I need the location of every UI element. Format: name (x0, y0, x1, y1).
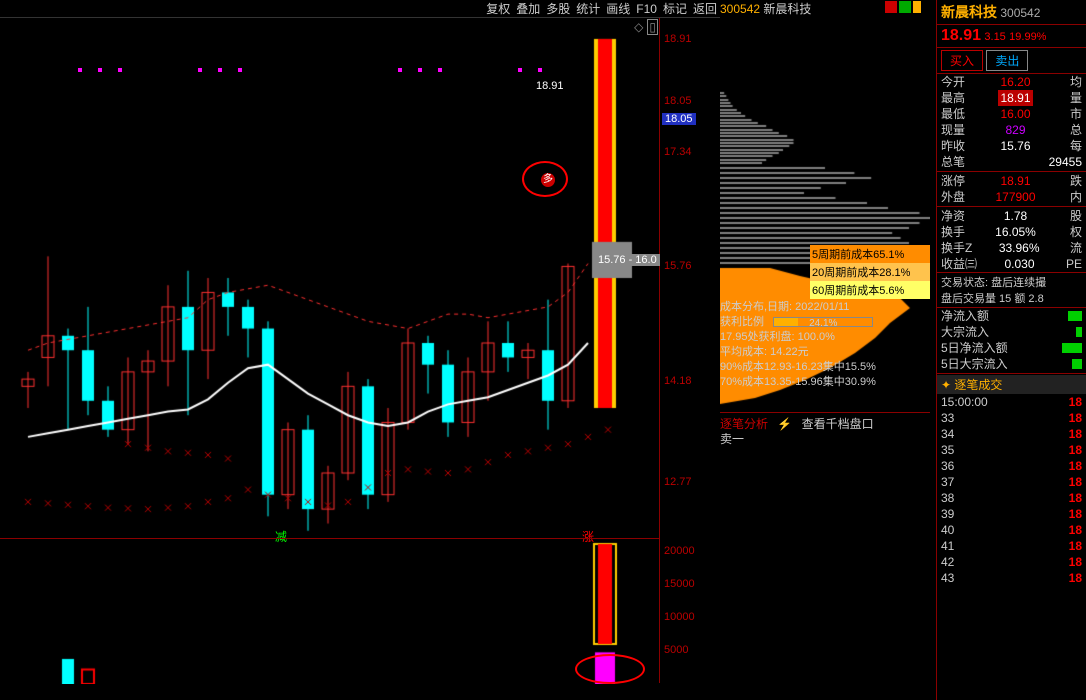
toolbar-item[interactable]: F10 (636, 2, 657, 16)
price-tag-blue: 18.05 (662, 113, 696, 125)
toolbar-item[interactable]: 画线 (606, 2, 630, 16)
buy-button[interactable]: 买入 (941, 50, 983, 71)
tick-header[interactable]: ✦ 逐笔成交 (937, 375, 1086, 394)
stock-code: 300542 (720, 2, 760, 16)
quote-panel: 新晨科技 300542 18.91 3.15 19.99% 买入 卖出 今开16… (936, 0, 1086, 700)
volume-chart[interactable] (0, 538, 660, 683)
toolbar-item[interactable]: 统计 (576, 2, 600, 16)
quote-price: 18.91 3.15 19.99% (937, 25, 1086, 48)
cost-info-box: 成本分布,日期: 2022/01/11 获利比例 24.1% 17.95处获利盘… (720, 300, 930, 390)
marker-circle-2 (575, 654, 645, 684)
toolbar-item[interactable]: 标记 (663, 2, 687, 16)
sell-one-label: 卖一 (720, 430, 744, 447)
tick-list: 15:00:0018331834183518361837183818391840… (937, 394, 1086, 586)
quote-kv-1: 今开16.20均最高18.91量最低16.00市现量829总昨收15.76每总笔… (937, 74, 1086, 170)
quote-kv-2: 涨停18.91跌外盘177900内 (937, 173, 1086, 205)
high-price-tag: 18.91 (536, 80, 564, 92)
toolbar-item[interactable]: 叠加 (516, 2, 540, 16)
trade-status: 交易状态: 盘后连续撮 盘后交易量 15 额 2.8 (937, 272, 1086, 308)
stock-name: 新晨科技 (763, 2, 811, 16)
title-line: 300542 新晨科技 (720, 0, 811, 17)
header-icons (885, 1, 923, 16)
sell-button[interactable]: 卖出 (986, 50, 1028, 71)
toolbar-item[interactable]: 多股 (546, 2, 570, 16)
marker-badge-icon: 多 (541, 173, 555, 187)
candlestick-chart[interactable]: 18.91 减 涨 多 (0, 18, 660, 538)
trade-buttons: 买入 卖出 (937, 48, 1086, 74)
price-tag-gray: 15.76 - 16.0 (595, 254, 660, 266)
money-flow: 净流入额大宗流入5日净流入额5日大宗流入 (937, 308, 1086, 372)
quote-kv-3: 净资1.78股换手16.05%权换手Z33.96%流收益㈢0.030PE (937, 208, 1086, 272)
toolbar-item[interactable]: 复权 (486, 2, 510, 16)
toolbar: 复权叠加多股统计画线 F10 标记返回 (0, 0, 720, 18)
cost-distribution-labels: 5周期前成本65.1%20周期前成本28.1%60周期前成本5.6% (810, 245, 930, 299)
toolbar-item[interactable]: 返回 (693, 2, 717, 16)
quote-header: 新晨科技 300542 (937, 0, 1086, 25)
analysis-links[interactable]: 逐笔分析 ⚡ 查看千档盘口 (720, 412, 930, 432)
